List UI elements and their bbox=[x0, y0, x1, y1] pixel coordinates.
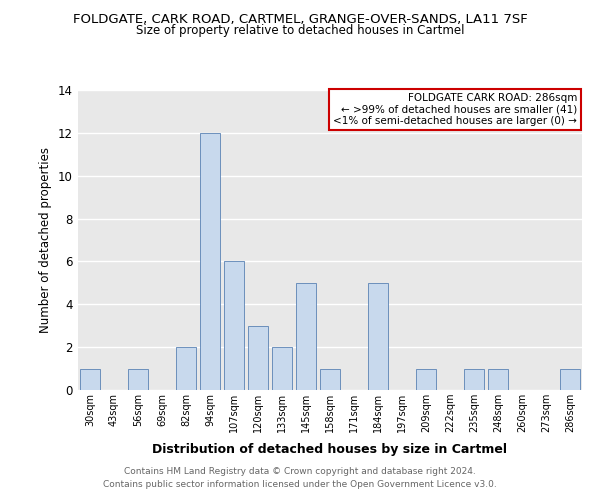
Bar bbox=[320, 368, 340, 390]
Text: Contains HM Land Registry data © Crown copyright and database right 2024.: Contains HM Land Registry data © Crown c… bbox=[124, 467, 476, 476]
Bar bbox=[128, 368, 148, 390]
Bar bbox=[176, 347, 196, 390]
Y-axis label: Number of detached properties: Number of detached properties bbox=[39, 147, 52, 333]
Bar bbox=[488, 368, 508, 390]
Bar bbox=[368, 283, 388, 390]
Bar bbox=[224, 262, 244, 390]
Bar bbox=[464, 368, 484, 390]
Bar bbox=[560, 368, 580, 390]
Bar bbox=[272, 347, 292, 390]
Bar bbox=[416, 368, 436, 390]
Text: Size of property relative to detached houses in Cartmel: Size of property relative to detached ho… bbox=[136, 24, 464, 37]
Text: FOLDGATE, CARK ROAD, CARTMEL, GRANGE-OVER-SANDS, LA11 7SF: FOLDGATE, CARK ROAD, CARTMEL, GRANGE-OVE… bbox=[73, 12, 527, 26]
Bar bbox=[296, 283, 316, 390]
X-axis label: Distribution of detached houses by size in Cartmel: Distribution of detached houses by size … bbox=[152, 444, 508, 456]
Bar bbox=[200, 133, 220, 390]
Bar bbox=[80, 368, 100, 390]
Text: FOLDGATE CARK ROAD: 286sqm
← >99% of detached houses are smaller (41)
<1% of sem: FOLDGATE CARK ROAD: 286sqm ← >99% of det… bbox=[333, 93, 577, 126]
Text: Contains public sector information licensed under the Open Government Licence v3: Contains public sector information licen… bbox=[103, 480, 497, 489]
Bar bbox=[248, 326, 268, 390]
